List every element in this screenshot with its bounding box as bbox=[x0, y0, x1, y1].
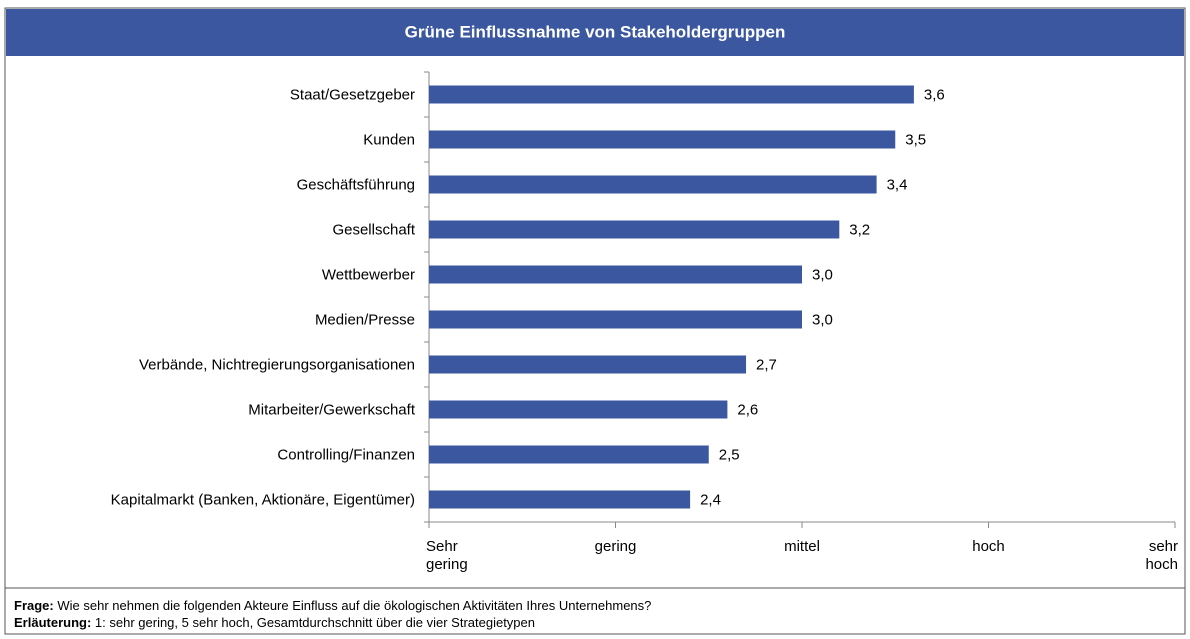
bar bbox=[429, 310, 802, 329]
bar bbox=[429, 265, 802, 284]
value-label: 3,0 bbox=[812, 266, 833, 283]
category-label: Mitarbeiter/Gewerkschaft bbox=[248, 401, 416, 418]
value-label: 3,4 bbox=[887, 176, 908, 193]
category-label: Gesellschaft bbox=[332, 221, 415, 238]
x-tick-label: gering bbox=[594, 538, 637, 555]
title-bar bbox=[6, 9, 1184, 56]
value-label: 3,6 bbox=[924, 86, 945, 103]
note-label: Frage: bbox=[14, 598, 54, 613]
bar bbox=[429, 85, 914, 104]
value-label: 3,5 bbox=[905, 131, 926, 148]
note: Frage: Wie sehr nehmen die folgenden Akt… bbox=[14, 598, 651, 613]
category-label: Controlling/Finanzen bbox=[277, 446, 415, 463]
x-tick-label: hoch bbox=[972, 538, 1005, 555]
category-label: Staat/Gesetzgeber bbox=[290, 86, 415, 103]
category-label: Kapitalmarkt (Banken, Aktionäre, Eigentü… bbox=[111, 491, 415, 508]
bar bbox=[429, 445, 709, 464]
category-label: Verbände, Nichtregierungsorganisationen bbox=[139, 356, 415, 373]
category-label: Geschäftsführung bbox=[297, 176, 415, 193]
category-label: Medien/Presse bbox=[315, 311, 415, 328]
value-label: 2,7 bbox=[756, 356, 777, 373]
note-text: Wie sehr nehmen die folgenden Akteure Ei… bbox=[57, 598, 652, 613]
bar bbox=[429, 490, 691, 509]
value-label: 2,6 bbox=[737, 401, 758, 418]
x-tick-label: Sehr gering bbox=[426, 538, 468, 573]
bar bbox=[429, 175, 877, 194]
bar bbox=[429, 220, 840, 239]
value-label: 3,0 bbox=[812, 311, 833, 328]
x-tick-label: sehr hoch bbox=[1145, 538, 1178, 573]
frame bbox=[4, 7, 1186, 635]
bar bbox=[429, 130, 896, 149]
note: Erläuterung: 1: sehr gering, 5 sehr hoch… bbox=[14, 615, 535, 630]
value-label: 2,5 bbox=[719, 446, 740, 463]
note-text: 1: sehr gering, 5 sehr hoch, Gesamtdurch… bbox=[94, 615, 535, 630]
bar bbox=[429, 355, 747, 374]
x-tick-label: mittel bbox=[784, 538, 820, 555]
chart-title: Grüne Einflussnahme von Stakeholdergrupp… bbox=[405, 22, 786, 41]
value-label: 3,2 bbox=[849, 221, 870, 238]
value-label: 2,4 bbox=[700, 491, 721, 508]
note-label: Erläuterung: bbox=[14, 615, 92, 630]
bar bbox=[429, 400, 728, 419]
category-label: Wettbewerber bbox=[322, 266, 415, 283]
category-label: Kunden bbox=[363, 131, 415, 148]
